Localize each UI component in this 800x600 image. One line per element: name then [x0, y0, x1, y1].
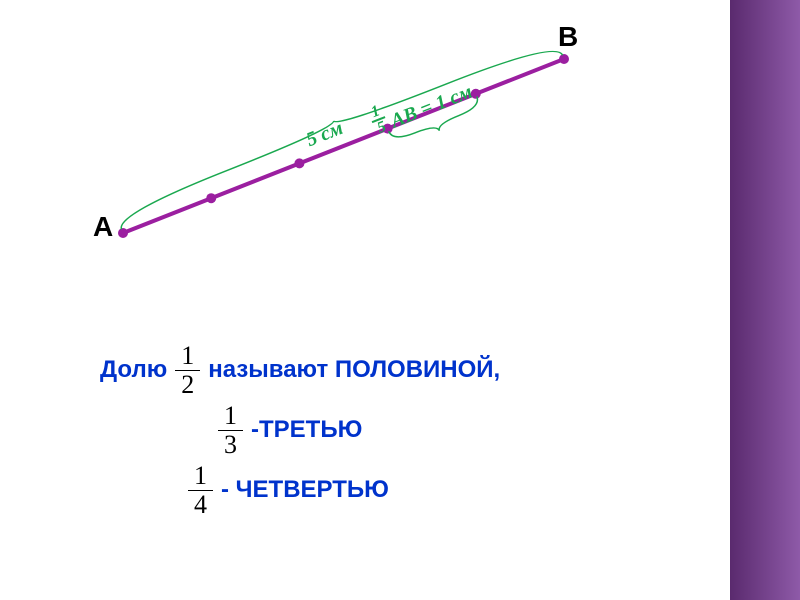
fraction-third: 1 3 — [218, 403, 243, 458]
frac-den: 2 — [175, 370, 200, 398]
point-label-b: В — [558, 21, 578, 53]
text-part: Долю — [100, 356, 167, 384]
frac-num: 1 — [175, 343, 200, 370]
fraction-half: 1 2 — [175, 343, 200, 398]
text-part: называют ПОЛОВИНОЙ, — [208, 356, 500, 384]
def-third: 1 3 -ТРЕТЬЮ — [100, 400, 660, 460]
frac-den: 4 — [188, 490, 213, 518]
text-part: -ТРЕТЬЮ — [251, 416, 362, 444]
fraction-quarter: 1 4 — [188, 463, 213, 518]
side-gradient — [730, 0, 800, 600]
def-quarter: 1 4 - ЧЕТВЕРТЬЮ — [100, 460, 660, 520]
frac-den: 3 — [218, 430, 243, 458]
def-half: Долю 1 2 называют ПОЛОВИНОЙ, — [100, 340, 660, 400]
segment-diagram — [0, 0, 730, 320]
text-part: - ЧЕТВЕРТЬЮ — [221, 476, 389, 504]
point-label-a: А — [93, 211, 113, 243]
fraction-definitions: Долю 1 2 называют ПОЛОВИНОЙ, 1 3 -ТРЕТЬЮ… — [100, 340, 660, 520]
frac-num: 1 — [218, 403, 243, 430]
frac-num: 1 — [188, 463, 213, 490]
